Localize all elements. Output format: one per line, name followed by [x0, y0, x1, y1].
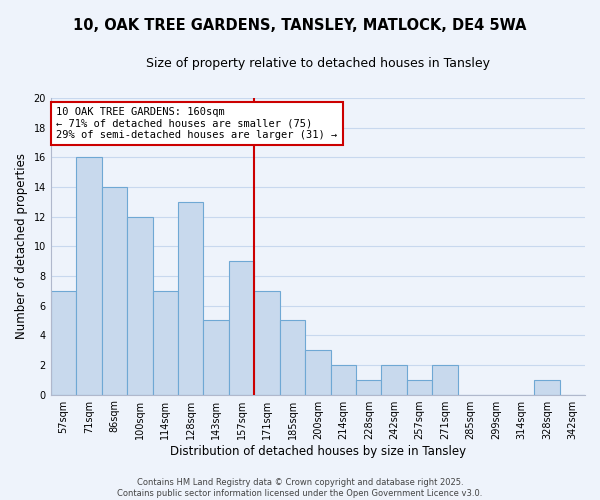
Y-axis label: Number of detached properties: Number of detached properties	[15, 154, 28, 340]
Bar	[127, 216, 152, 394]
Bar	[305, 350, 331, 395]
Bar	[534, 380, 560, 394]
Bar	[152, 291, 178, 395]
Bar	[101, 187, 127, 394]
Bar	[433, 365, 458, 394]
Text: 10, OAK TREE GARDENS, TANSLEY, MATLOCK, DE4 5WA: 10, OAK TREE GARDENS, TANSLEY, MATLOCK, …	[73, 18, 527, 32]
Bar	[280, 320, 305, 394]
Text: Contains HM Land Registry data © Crown copyright and database right 2025.
Contai: Contains HM Land Registry data © Crown c…	[118, 478, 482, 498]
Bar	[356, 380, 382, 394]
Bar	[178, 202, 203, 394]
Bar	[203, 320, 229, 394]
Bar	[382, 365, 407, 394]
Bar	[407, 380, 433, 394]
Bar	[76, 158, 101, 394]
Text: 10 OAK TREE GARDENS: 160sqm
← 71% of detached houses are smaller (75)
29% of sem: 10 OAK TREE GARDENS: 160sqm ← 71% of det…	[56, 107, 337, 140]
Bar	[229, 261, 254, 394]
Bar	[254, 291, 280, 395]
Bar	[331, 365, 356, 394]
Title: Size of property relative to detached houses in Tansley: Size of property relative to detached ho…	[146, 58, 490, 70]
X-axis label: Distribution of detached houses by size in Tansley: Distribution of detached houses by size …	[170, 444, 466, 458]
Bar	[51, 291, 76, 395]
